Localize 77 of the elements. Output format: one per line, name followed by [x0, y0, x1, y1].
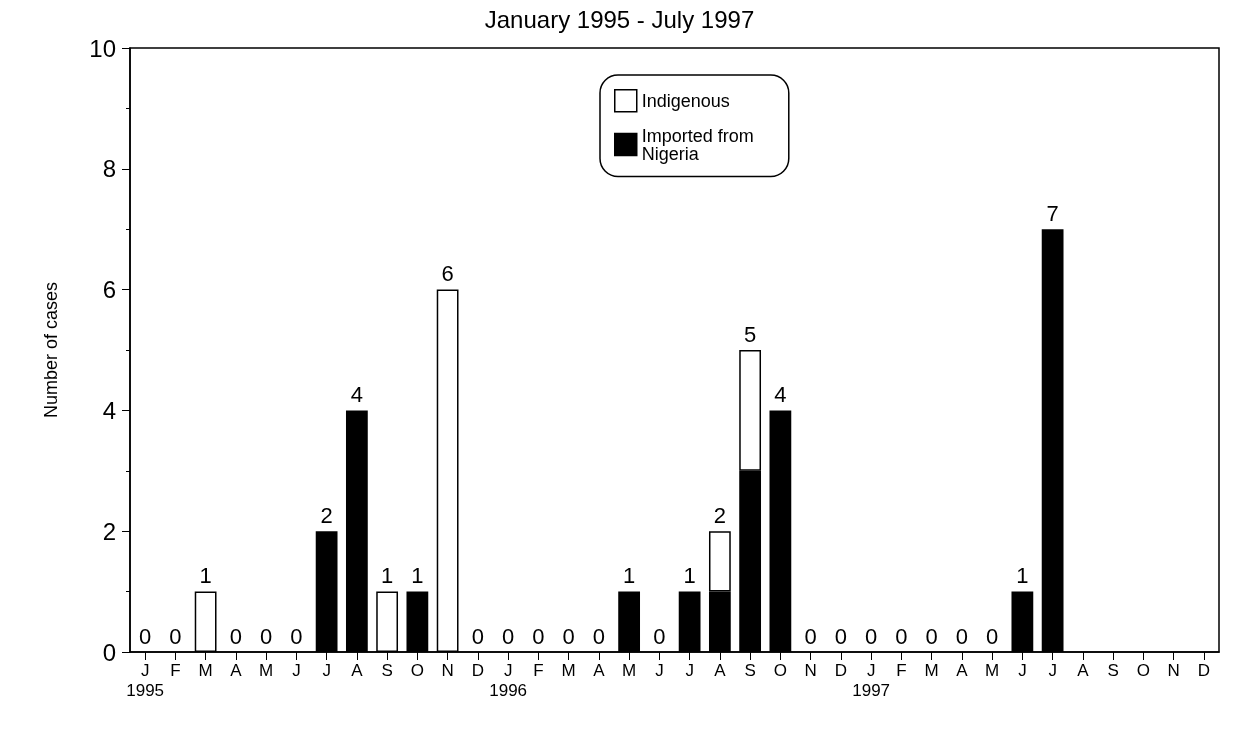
x-tick-label: N — [1167, 660, 1180, 680]
x-tick-label: J — [1018, 660, 1027, 680]
total-label: 0 — [895, 623, 908, 649]
total-label: 1 — [683, 563, 696, 589]
x-tick-label: A — [593, 660, 606, 680]
legend-label: Indigenous — [641, 90, 730, 111]
x-tick-label: F — [896, 660, 907, 680]
y-tick-label: 2 — [102, 517, 116, 545]
total-label: 0 — [139, 623, 152, 649]
x-tick-label: J — [292, 660, 301, 680]
total-label: 0 — [865, 623, 878, 649]
total-label: 1 — [381, 563, 394, 589]
total-label: 0 — [653, 623, 666, 649]
x-tick-label: N — [441, 660, 454, 680]
total-label: 0 — [986, 623, 999, 649]
total-label: 0 — [229, 623, 242, 649]
x-tick-label: M — [622, 660, 637, 680]
x-tick-label: M — [259, 660, 274, 680]
total-label: 1 — [623, 563, 636, 589]
x-tick-label: J 1997 — [852, 660, 891, 700]
total-label: 1 — [199, 563, 212, 589]
total-label: 0 — [955, 623, 968, 649]
x-tick-label: O — [410, 660, 424, 680]
x-tick-label: M — [985, 660, 1000, 680]
y-tick-label: 10 — [89, 34, 116, 62]
y-axis-title: Number of cases — [41, 281, 61, 419]
x-tick-label: J 1996 — [489, 660, 528, 700]
total-label: 7 — [1046, 200, 1059, 226]
x-tick-label: S — [381, 660, 393, 680]
total-label: 0 — [834, 623, 847, 649]
x-tick-label: D — [834, 660, 848, 680]
x-tick-label: A — [1077, 660, 1090, 680]
x-tick-label: J — [655, 660, 664, 680]
total-label: 4 — [350, 381, 363, 407]
x-tick-label: M — [561, 660, 576, 680]
total-label: 2 — [713, 502, 726, 528]
total-label: 0 — [502, 623, 515, 649]
total-label: 0 — [290, 623, 303, 649]
x-tick-label: M — [924, 660, 939, 680]
total-label: 0 — [260, 623, 273, 649]
x-tick-label: A — [230, 660, 243, 680]
total-label: 0 — [562, 623, 575, 649]
x-tick-label: O — [773, 660, 787, 680]
total-label: 0 — [804, 623, 817, 649]
total-label: 0 — [471, 623, 484, 649]
x-tick-label: M — [198, 660, 213, 680]
x-tick-label: A — [714, 660, 727, 680]
x-tick-label: J 1995 — [126, 660, 165, 700]
total-label: 0 — [592, 623, 605, 649]
total-label: 2 — [320, 502, 333, 528]
y-tick-label: 6 — [102, 276, 116, 304]
x-tick-label: O — [1136, 660, 1150, 680]
x-tick-label: J — [1048, 660, 1057, 680]
y-tick-label: 4 — [102, 396, 116, 424]
x-tick-label: D — [1197, 660, 1211, 680]
legend-label: Imported from Nigeria — [641, 125, 759, 164]
x-tick-label: F — [170, 660, 181, 680]
x-tick-label: S — [744, 660, 756, 680]
x-tick-label: N — [804, 660, 817, 680]
y-tick-label: 8 — [102, 155, 116, 183]
x-tick-label: F — [533, 660, 544, 680]
x-tick-label: S — [1107, 660, 1119, 680]
x-tick-label: J — [322, 660, 331, 680]
total-label: 0 — [925, 623, 938, 649]
total-label: 1 — [411, 563, 424, 589]
x-tick-label: J — [685, 660, 694, 680]
x-tick-label: A — [956, 660, 969, 680]
total-label: 0 — [169, 623, 182, 649]
total-label: 0 — [532, 623, 545, 649]
x-tick-label: A — [351, 660, 364, 680]
y-tick-label: 0 — [102, 638, 116, 666]
total-label: 1 — [1016, 563, 1029, 589]
chart-title: January 1995 - July 1997 — [484, 5, 755, 33]
x-tick-label: D — [471, 660, 485, 680]
total-label: 6 — [441, 261, 454, 287]
total-label: 4 — [774, 381, 787, 407]
total-label: 5 — [744, 321, 757, 347]
